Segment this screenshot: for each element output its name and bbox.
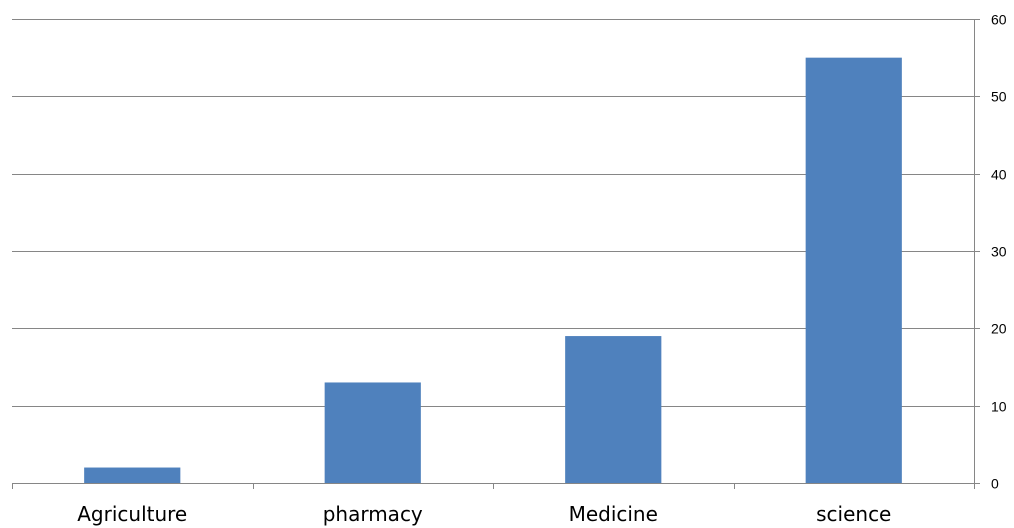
x-category-label: Agriculture xyxy=(77,502,187,526)
x-category-label: science xyxy=(816,502,891,526)
bar-medicine xyxy=(565,336,662,483)
y-tick-label: 60 xyxy=(991,12,1007,28)
bar-pharmacy xyxy=(324,382,421,483)
bars xyxy=(84,57,902,484)
y-tick-label: 20 xyxy=(991,321,1007,337)
bar-science xyxy=(805,57,902,484)
y-tick-label: 50 xyxy=(991,89,1007,105)
x-category-label: pharmacy xyxy=(323,502,423,526)
labels: 0 10 20 30 40 50 60 Agriculture pharmacy Medicine… xyxy=(77,12,1007,527)
bar-agriculture xyxy=(84,467,181,483)
y-tick-label: 0 xyxy=(991,476,999,492)
y-tick-label: 40 xyxy=(991,167,1007,183)
x-category-label: Medicine xyxy=(569,502,658,526)
axes xyxy=(12,19,980,489)
y-tick-label: 10 xyxy=(991,399,1007,415)
y-tick-label: 30 xyxy=(991,244,1007,260)
